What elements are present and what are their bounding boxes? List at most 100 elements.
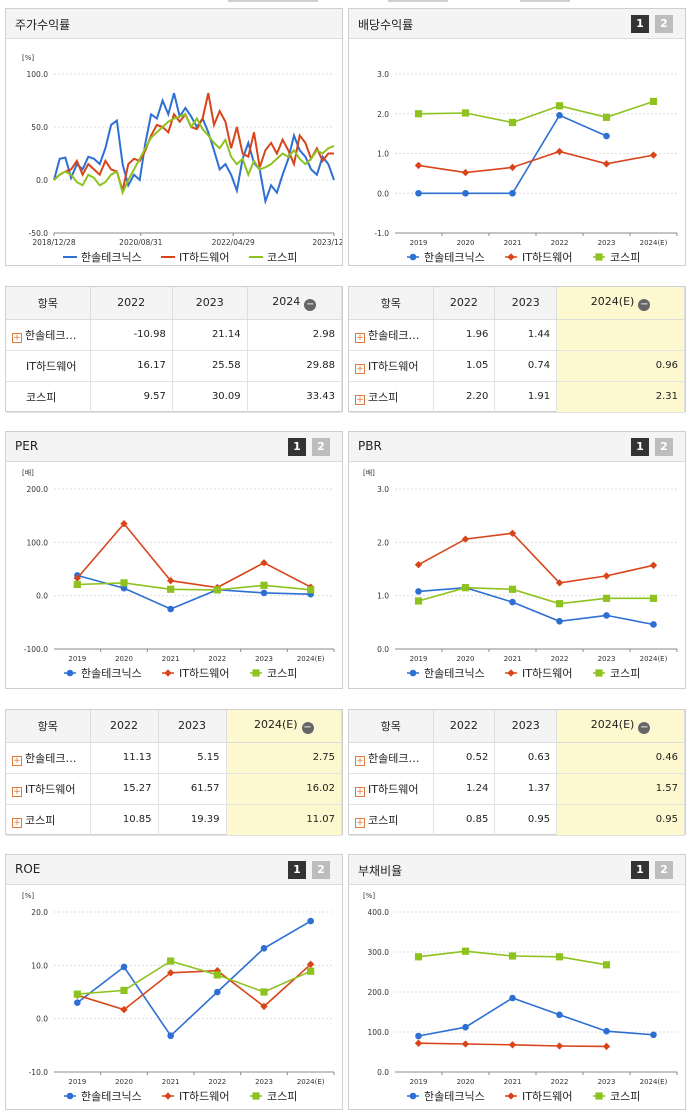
- page-1-button[interactable]: 1: [631, 861, 649, 879]
- table-cell: 2.20: [433, 381, 496, 413]
- row-name: + 한솔테크…: [349, 319, 434, 351]
- data-point: [555, 1042, 564, 1050]
- data-point: [167, 585, 175, 593]
- table-cell: 1.57: [556, 773, 685, 805]
- data-point: [120, 963, 128, 971]
- stock-return-panel: 주가수익률 [%] 100.0 50.0 0.0 -50.0 2018/12/28 2020…: [5, 8, 343, 266]
- data-point: [649, 97, 658, 106]
- data-point: [120, 986, 128, 994]
- data-point: [595, 253, 603, 261]
- page-1-button[interactable]: 1: [631, 438, 649, 456]
- series-line: [77, 960, 312, 995]
- data-point: [509, 189, 516, 197]
- page-2-button[interactable]: 2: [312, 438, 330, 456]
- data-point: [164, 669, 172, 677]
- data-point: [260, 988, 268, 996]
- table-cell: 1.91: [494, 381, 558, 413]
- y-tick-label: -100.0: [24, 645, 48, 654]
- collapse-icon[interactable]: −: [301, 721, 314, 734]
- expand-icon[interactable]: +: [355, 394, 365, 405]
- series-line: [77, 574, 311, 610]
- series-line: [53, 92, 334, 191]
- column-header-label: 2022: [449, 719, 478, 733]
- legend-label: 한솔테크닉스: [81, 251, 142, 264]
- table-cell: 1.44: [494, 319, 558, 351]
- data-point: [260, 581, 268, 589]
- x-tick-label: 2020: [457, 239, 475, 247]
- y-tick-label: 100.0: [27, 70, 49, 79]
- expand-icon[interactable]: +: [355, 363, 365, 374]
- page-2-button[interactable]: 2: [655, 438, 673, 456]
- data-point: [415, 1032, 422, 1040]
- x-tick-label: 2024(E): [640, 655, 668, 663]
- expand-icon[interactable]: +: [12, 786, 22, 797]
- expand-icon[interactable]: +: [355, 755, 365, 766]
- data-point: [602, 113, 611, 121]
- table-row: + 한솔테크… 11.13 5.15 2.75: [6, 742, 342, 774]
- data-point: [415, 189, 422, 197]
- expand-icon[interactable]: +: [355, 786, 365, 797]
- x-tick-label: 2023: [598, 1078, 616, 1086]
- page-1-button[interactable]: 1: [288, 861, 306, 879]
- data-point: [74, 999, 81, 1006]
- data-point: [555, 600, 564, 608]
- table-cell: 30.09: [172, 381, 248, 413]
- data-point: [508, 163, 517, 172]
- table-cell: -10.98: [90, 319, 173, 351]
- legend-label: 코스피: [610, 667, 640, 680]
- table-cell: 29.88: [247, 350, 343, 382]
- data-point: [252, 669, 260, 677]
- series-line: [418, 114, 607, 195]
- legend-label: 한솔테크닉스: [424, 667, 485, 680]
- page-2-button[interactable]: 2: [312, 861, 330, 879]
- expand-icon[interactable]: +: [12, 755, 22, 766]
- page-1-button[interactable]: 1: [288, 438, 306, 456]
- y-tick-label: -1.0: [374, 229, 389, 238]
- legend-label: 한솔테크닉스: [424, 1090, 485, 1103]
- data-point: [555, 953, 564, 961]
- table-cell: 2.31: [556, 381, 685, 413]
- data-point: [650, 1031, 657, 1039]
- legend-label: IT하드웨어: [179, 250, 229, 264]
- data-point: [462, 189, 469, 197]
- collapse-icon[interactable]: −: [638, 298, 651, 311]
- column-header: 2023: [172, 287, 248, 320]
- data-point: [508, 585, 517, 593]
- column-header-label: 2022: [110, 719, 138, 733]
- table-cell: 1.96: [433, 319, 496, 351]
- data-point: [508, 1041, 517, 1049]
- x-tick-label: 2023: [255, 655, 273, 663]
- collapse-icon[interactable]: −: [304, 298, 317, 311]
- top-edge-fragment: [520, 0, 570, 2]
- row-name: + 한솔테크…: [349, 742, 434, 774]
- page-1-button[interactable]: 1: [631, 15, 649, 33]
- y-tick-label: 0.0: [377, 189, 389, 198]
- collapse-icon[interactable]: −: [638, 721, 651, 734]
- series-line: [418, 586, 654, 626]
- unit-label: [%]: [363, 892, 375, 900]
- legend-label: 코스피: [267, 1090, 297, 1103]
- data-point: [120, 1005, 128, 1014]
- data-point: [507, 253, 515, 261]
- expand-icon[interactable]: +: [355, 817, 365, 828]
- page-2-button[interactable]: 2: [655, 15, 673, 33]
- expand-icon[interactable]: +: [355, 332, 365, 343]
- unit-label: [%]: [22, 54, 34, 62]
- per-chart: [배] 200.0 100.0 0.0 -100.0 2019 2020 2021 2022 20…: [22, 468, 335, 680]
- x-tick-label: 2020/08/31: [119, 238, 162, 247]
- table-cell: 21.14: [172, 319, 248, 351]
- row-name-label: IT하드웨어: [368, 782, 419, 796]
- column-header: 2024(E) −: [556, 710, 685, 743]
- expand-icon[interactable]: +: [12, 817, 22, 828]
- series-line: [418, 100, 654, 124]
- series-line: [76, 522, 312, 589]
- data-point: [260, 944, 268, 952]
- y-tick-label: 200.0: [27, 485, 49, 494]
- panel-title: 부채비율: [358, 864, 403, 878]
- data-point: [409, 669, 417, 677]
- expand-icon[interactable]: +: [12, 332, 22, 343]
- page-2-button[interactable]: 2: [655, 861, 673, 879]
- x-tick-label: 2020: [115, 1078, 133, 1086]
- row-name-label: 코스피: [25, 813, 56, 827]
